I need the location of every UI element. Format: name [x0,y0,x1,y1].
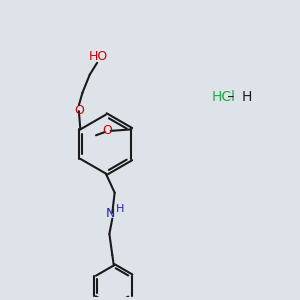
Text: H: H [116,204,124,214]
Text: HO: HO [89,50,108,64]
Text: O: O [102,124,112,137]
Text: –: – [223,90,239,104]
Text: H: H [241,90,252,104]
Text: N: N [106,207,116,220]
Text: HCl: HCl [212,90,236,104]
Text: O: O [74,104,84,117]
